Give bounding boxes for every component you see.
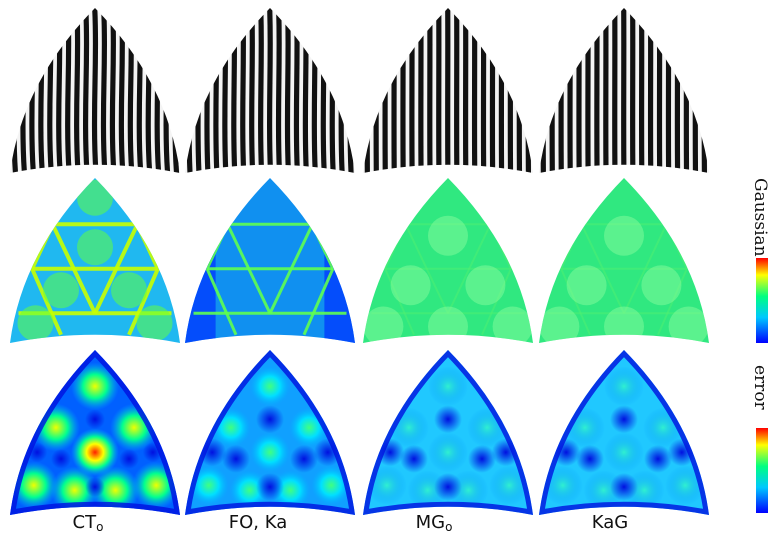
column-label-ct: CTo [72, 512, 104, 534]
colorbar-gaussian [756, 258, 768, 343]
panel-error-fo-ka [185, 350, 355, 515]
panel-gaussian-kag [539, 178, 709, 343]
colorbar-label-gaussian: Gaussian [750, 178, 770, 257]
panel-stripes-ct [10, 8, 180, 173]
colorbar-error [756, 428, 768, 513]
colorbar-label-error: error [750, 365, 770, 410]
panel-stripes-kag [539, 8, 709, 173]
panel-error-ct [10, 350, 180, 515]
column-label-mg: MGo [415, 512, 453, 534]
panel-gaussian-mg [363, 178, 533, 343]
panel-gaussian-fo-ka [185, 178, 355, 343]
panel-gaussian-ct [10, 178, 180, 343]
panel-error-kag [539, 350, 709, 515]
panel-stripes-mg [363, 8, 533, 173]
column-label-kag: KaG [591, 512, 629, 533]
panel-error-mg [363, 350, 533, 515]
panel-stripes-fo-ka [185, 8, 355, 173]
column-label-fo-ka: FO, Ka [228, 512, 288, 533]
